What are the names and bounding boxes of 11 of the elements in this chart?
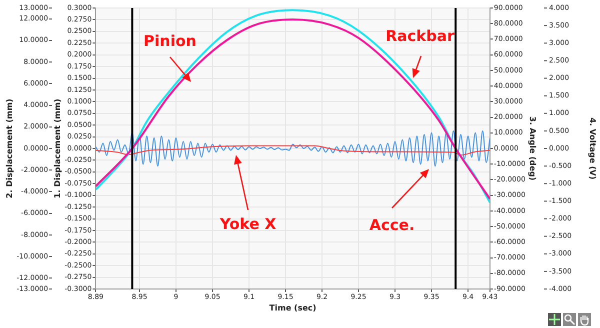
series-label: Rackbar xyxy=(386,26,455,45)
line-series xyxy=(96,130,490,167)
x-axis-title: Time (sec) xyxy=(269,303,316,312)
y3-axis-title: 3. Angle (deg) xyxy=(528,116,538,181)
y2-axis-title: 2. Displacement (mm) xyxy=(4,98,14,198)
y-axis-title: 1. Displacement (mm) xyxy=(52,98,62,198)
line-series xyxy=(96,145,490,156)
text: Yoke X xyxy=(218,214,277,233)
text: 4. Voltage (V) xyxy=(588,117,597,180)
text: Acce. xyxy=(369,216,415,234)
series-label: Pinion xyxy=(144,32,196,50)
